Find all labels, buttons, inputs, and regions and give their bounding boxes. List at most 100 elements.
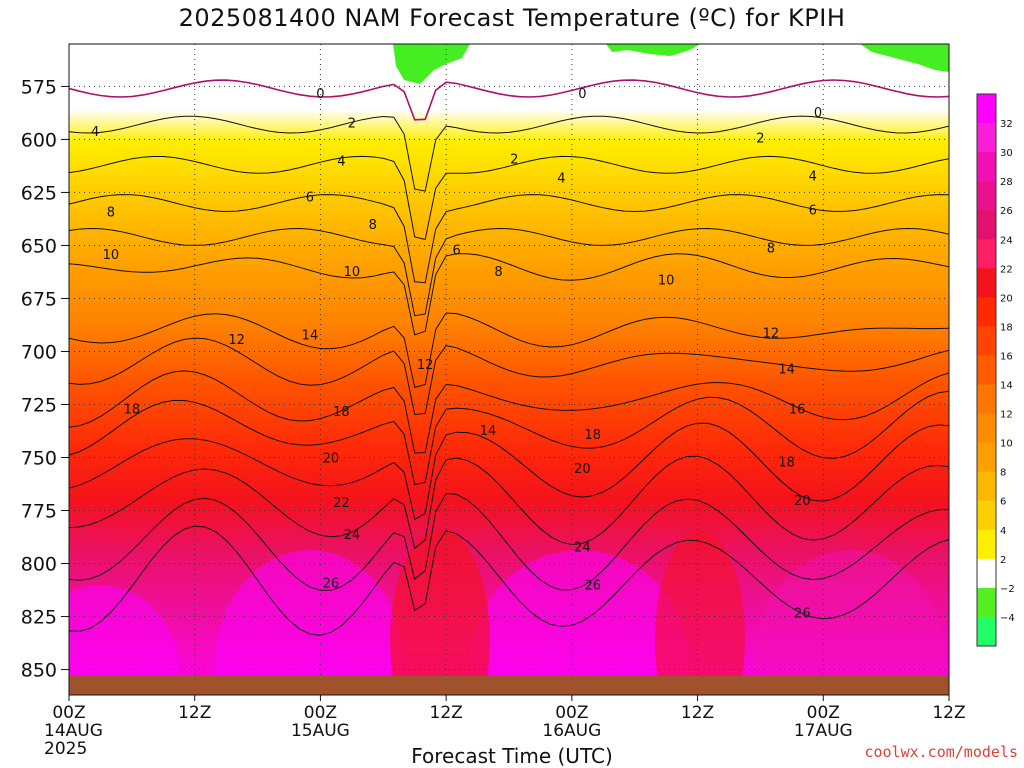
colorbar-swatch: [977, 181, 996, 211]
colorbar-label: 26: [1000, 206, 1013, 217]
contour-label: 10: [103, 248, 120, 263]
contour-line: [69, 422, 949, 521]
colorbar-swatch: [977, 442, 996, 473]
warm-lobe: [69, 585, 180, 695]
contour-label: 8: [107, 206, 115, 221]
colorbar-label: 32: [1000, 119, 1013, 130]
x-tick-label: 12Z: [178, 703, 211, 723]
x-tick-label: 00Z: [304, 703, 337, 723]
colorbar-swatch: [977, 616, 996, 647]
colorbar-label: 30: [1000, 148, 1013, 159]
colorbar-swatch: [977, 500, 996, 531]
contour-label: 26: [323, 577, 340, 592]
contour-label: 18: [778, 456, 795, 471]
y-tick-label: 700: [21, 341, 57, 363]
contour-label: 26: [794, 606, 811, 621]
colorbar-label: 28: [1000, 177, 1013, 188]
contour-label: 26: [585, 579, 602, 594]
x-tick-label: 00Z: [807, 703, 840, 723]
contour-label: 0: [578, 87, 586, 102]
colorbar-label: 20: [1000, 293, 1013, 304]
y-tick-label: 775: [21, 501, 57, 523]
contour-label: 20: [794, 494, 811, 509]
credit-text: coolwx.com/models: [864, 743, 1018, 761]
colorbar-frame: [976, 93, 997, 647]
contour-line: [69, 194, 949, 284]
x-tick-label: 2025: [44, 739, 87, 759]
y-tick-label: 675: [21, 288, 57, 310]
colorbar-label: 4: [1000, 526, 1006, 537]
contour-label: 4: [337, 155, 345, 170]
y-tick-label: 600: [21, 129, 57, 151]
colorbar-label: 12: [1000, 410, 1013, 421]
contour-label: 14: [778, 362, 795, 377]
y-tick-label: 750: [21, 448, 57, 470]
colorbar-swatch: [977, 413, 996, 444]
y-tick-label: 800: [21, 554, 57, 576]
y-tick-label: 575: [21, 76, 57, 98]
contour-label: 12: [417, 358, 434, 373]
subfreezing-region: [393, 44, 470, 84]
contour-label: 24: [574, 541, 591, 556]
contour-label: 2: [510, 153, 518, 168]
contour-label: 4: [557, 172, 565, 187]
y-tick-label: 650: [21, 235, 57, 257]
contour-label: 18: [124, 403, 141, 418]
y-tick-label: 725: [21, 394, 57, 416]
contour-label: 4: [809, 169, 817, 184]
contour-label: 0: [316, 87, 324, 102]
colorbar-label: 18: [1000, 322, 1013, 333]
x-tick-label: 12Z: [681, 703, 714, 723]
colorbar-swatch: [977, 587, 996, 618]
x-axis-title: Forecast Time (UTC): [411, 744, 613, 768]
contour-label: 16: [789, 403, 806, 418]
x-tick-label: 17AUG: [794, 721, 853, 741]
contour-label: 2: [348, 116, 356, 131]
contour-label: 6: [306, 191, 314, 206]
contour-line: [69, 253, 949, 336]
contour-line: [69, 492, 949, 591]
colorbar-swatch: [977, 529, 996, 560]
colorbar-swatch: [977, 210, 996, 240]
plot-frame: [68, 43, 950, 696]
colorbar-label: 14: [1000, 381, 1013, 392]
contour-line: [69, 312, 949, 389]
contour-label: 14: [480, 424, 497, 439]
colorbar-swatch: [977, 471, 996, 502]
colorbar-swatch: [977, 152, 996, 182]
contour-line: [69, 227, 949, 317]
y-tick-label: 625: [21, 182, 57, 204]
contour-line: [69, 525, 949, 636]
contour-label: 2: [756, 131, 764, 146]
colorbar-swatch: [977, 239, 996, 269]
cool-gap: [655, 530, 745, 695]
colorbar-label: 10: [1000, 439, 1013, 450]
x-tick-label: 15AUG: [291, 721, 350, 741]
contour-label: 22: [333, 496, 350, 511]
contour-label: 10: [344, 265, 361, 280]
colorbar-swatch: [977, 558, 996, 589]
x-tick-label: 16AUG: [542, 721, 601, 741]
ground: [69, 676, 949, 695]
colorbar-swatch: [977, 326, 996, 356]
colorbar-swatch: [977, 123, 996, 153]
x-tick-label: 00Z: [555, 703, 588, 723]
colorbar-label: 8: [1000, 468, 1006, 479]
colorbar-swatch: [977, 268, 996, 298]
chart-title: 2025081400 NAM Forecast Temperature (ºC)…: [178, 4, 846, 32]
x-tick-label: 14AUG: [44, 721, 103, 741]
contour-line: [69, 155, 949, 241]
colorbar-label: −2: [1000, 584, 1015, 595]
colorbar-swatch: [977, 355, 996, 386]
x-tick-label: 12Z: [932, 703, 965, 723]
contour-line: [69, 79, 949, 121]
contour-label: 8: [494, 265, 502, 280]
warm-lobe: [755, 550, 945, 695]
contour-line: [69, 390, 949, 486]
x-tick-label: 12Z: [430, 703, 463, 723]
colorbar-label: −4: [1000, 613, 1015, 624]
colorbar-swatch: [977, 297, 996, 327]
colorbar-swatch: [977, 94, 996, 124]
colorbar-label: 22: [1000, 264, 1013, 275]
contour-label: 12: [228, 333, 245, 348]
